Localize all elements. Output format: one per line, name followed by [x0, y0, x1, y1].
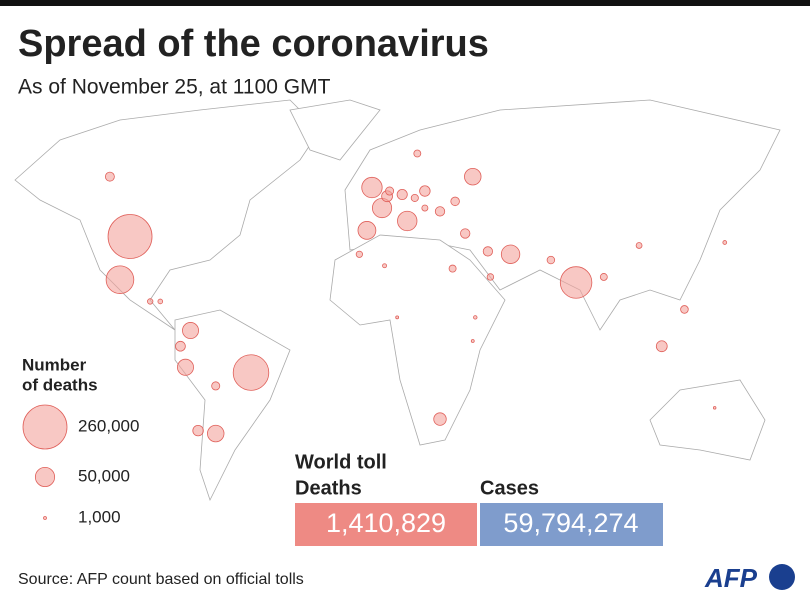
death-bubble — [211, 381, 221, 391]
eurasia — [344, 99, 781, 331]
death-bubble — [680, 305, 689, 314]
deaths-box — [295, 503, 477, 546]
death-bubble — [482, 246, 493, 257]
death-bubble — [433, 412, 447, 426]
death-bubble — [385, 186, 395, 196]
logo-mark — [769, 564, 795, 590]
top-rule — [0, 0, 810, 6]
source: Source: AFP count based on official toll… — [18, 571, 304, 588]
death-bubble — [712, 406, 717, 410]
death-bubble — [559, 266, 593, 299]
legend-title: Number — [22, 355, 87, 374]
death-bubble — [105, 265, 135, 294]
toll-title: World toll — [295, 451, 387, 473]
legend-title: of deaths — [22, 375, 98, 394]
death-bubble — [397, 210, 418, 232]
legend-label: 50,000 — [78, 466, 130, 485]
africa — [329, 234, 506, 446]
death-bubble — [107, 214, 153, 259]
subtitle: As of November 25, at 1100 GMT — [18, 76, 331, 99]
death-bubble — [361, 176, 383, 199]
legend: 260,000 50,000 1,000 — [22, 404, 139, 526]
death-bubble — [177, 358, 194, 376]
death-bubble — [464, 167, 482, 186]
cases-box — [480, 503, 663, 546]
legend-bubble — [34, 466, 56, 488]
australia — [649, 379, 766, 461]
death-bubble — [434, 206, 446, 217]
death-bubble — [104, 171, 115, 182]
death-bubble — [722, 240, 728, 245]
death-bubble — [450, 196, 460, 207]
death-bubble — [355, 250, 363, 258]
death-bubble — [419, 185, 431, 197]
death-bubble — [421, 204, 429, 212]
south-america — [174, 309, 291, 502]
greenland — [289, 99, 381, 161]
death-bubble — [357, 221, 377, 240]
death-bubble — [175, 340, 186, 352]
death-bubble — [192, 424, 204, 437]
legend-bubble — [43, 516, 47, 520]
death-bubble — [157, 298, 164, 305]
death-bubble — [460, 228, 471, 239]
land — [14, 99, 781, 502]
death-bubble — [147, 298, 154, 305]
north-america — [14, 99, 321, 331]
bubbles — [104, 149, 728, 443]
cases-value: 59,794,274 — [503, 508, 638, 538]
deaths-label: Deaths — [295, 477, 362, 499]
death-bubble — [655, 340, 668, 353]
legend-bubble — [22, 404, 68, 450]
legend-label: 260,000 — [78, 416, 139, 435]
death-bubble — [232, 354, 270, 391]
death-bubble — [473, 315, 478, 320]
legend-label: 1,000 — [78, 507, 121, 526]
death-bubble — [599, 273, 608, 281]
logo: AFP — [704, 563, 758, 593]
death-bubble — [486, 273, 495, 281]
death-bubble — [448, 264, 457, 273]
death-bubble — [500, 244, 521, 264]
death-bubble — [395, 315, 400, 320]
title: Spread of the coronavirus — [18, 23, 489, 65]
death-bubble — [382, 263, 387, 269]
cases-label: Cases — [480, 477, 539, 499]
death-bubble — [413, 149, 422, 158]
death-bubble — [546, 255, 556, 265]
deaths-value: 1,410,829 — [326, 508, 446, 538]
death-bubble — [396, 189, 408, 201]
death-bubble — [207, 424, 225, 443]
death-bubble — [410, 193, 419, 202]
death-bubble — [635, 242, 643, 249]
death-bubble — [182, 322, 199, 339]
death-bubble — [470, 339, 475, 343]
